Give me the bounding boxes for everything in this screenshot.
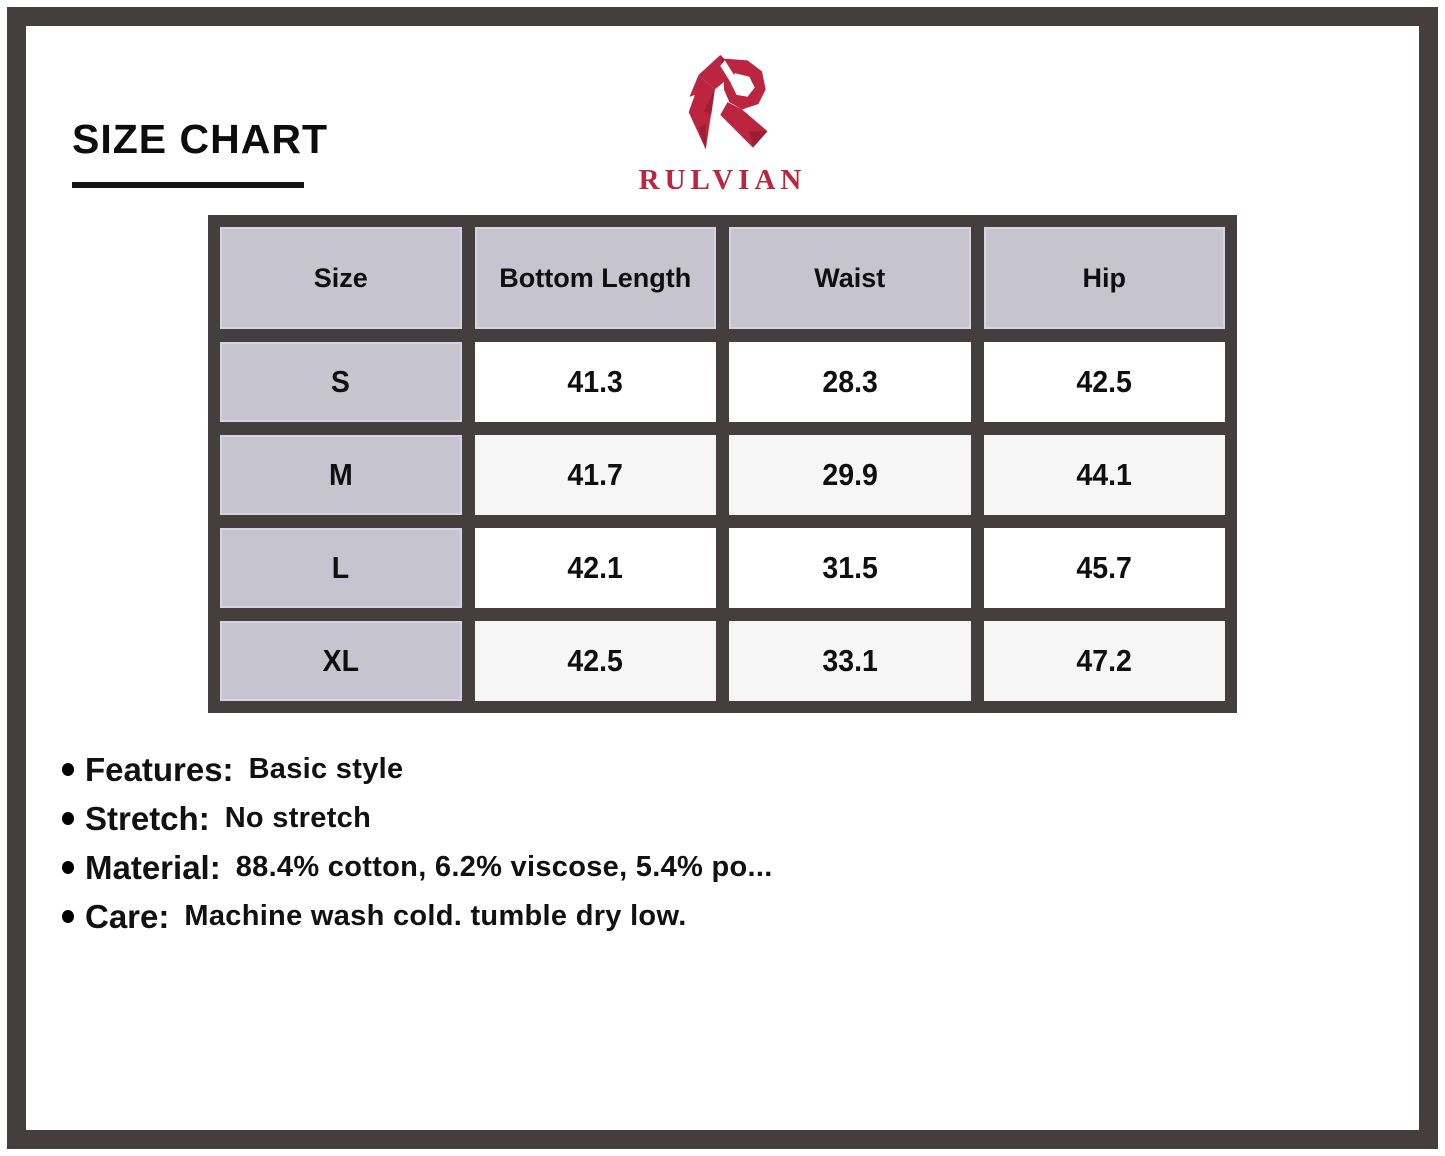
detail-item-features: Features: Basic style bbox=[62, 750, 1212, 788]
title-underline bbox=[72, 182, 304, 188]
table-cell-size: L bbox=[220, 528, 462, 608]
detail-value: No stretch bbox=[224, 802, 372, 834]
table-cell-waist: 28.3 bbox=[729, 342, 971, 422]
table-cell-size: M bbox=[220, 435, 462, 515]
size-table: Size Bottom Length Waist Hip S 41.3 28.3… bbox=[208, 215, 1237, 713]
detail-label: Care: bbox=[85, 897, 170, 935]
brand-wordmark: RULVIAN bbox=[638, 164, 807, 196]
product-details: Features: Basic style Stretch: No stretc… bbox=[62, 750, 1212, 948]
bullet-icon bbox=[62, 763, 74, 776]
bullet-icon bbox=[62, 812, 74, 825]
table-cell-bottom-length: 42.5 bbox=[474, 621, 716, 701]
bullet-icon bbox=[62, 861, 74, 874]
table-cell-hip: 44.1 bbox=[983, 435, 1225, 515]
table-header-waist: Waist bbox=[729, 227, 971, 329]
brand-logo: RULVIAN bbox=[615, 48, 830, 197]
bullet-icon bbox=[62, 910, 74, 923]
brand-r-mark-icon bbox=[679, 54, 767, 150]
detail-label: Material: bbox=[85, 848, 221, 886]
table-cell-waist: 29.9 bbox=[729, 435, 971, 515]
table-header-size: Size bbox=[220, 227, 462, 329]
detail-value: Machine wash cold. tumble dry low. bbox=[184, 900, 687, 932]
detail-item-stretch: Stretch: No stretch bbox=[62, 799, 1212, 837]
table-cell-hip: 45.7 bbox=[983, 528, 1225, 608]
detail-value: Basic style bbox=[248, 753, 404, 785]
table-cell-hip: 47.2 bbox=[983, 621, 1225, 701]
page-title: SIZE CHART bbox=[72, 116, 328, 162]
detail-label: Features: bbox=[85, 750, 234, 788]
detail-value: 88.4% cotton, 6.2% viscose, 5.4% po... bbox=[235, 851, 773, 883]
table-cell-hip: 42.5 bbox=[983, 342, 1225, 422]
table-cell-size: S bbox=[220, 342, 462, 422]
detail-item-material: Material: 88.4% cotton, 6.2% viscose, 5.… bbox=[62, 848, 1212, 886]
table-cell-bottom-length: 41.3 bbox=[474, 342, 716, 422]
detail-label: Stretch: bbox=[85, 799, 210, 837]
detail-item-care: Care: Machine wash cold. tumble dry low. bbox=[62, 897, 1212, 935]
table-cell-bottom-length: 42.1 bbox=[474, 528, 716, 608]
table-header-hip: Hip bbox=[983, 227, 1225, 329]
table-cell-bottom-length: 41.7 bbox=[474, 435, 716, 515]
table-cell-waist: 31.5 bbox=[729, 528, 971, 608]
table-header-bottom-length: Bottom Length bbox=[474, 227, 716, 329]
table-cell-size: XL bbox=[220, 621, 462, 701]
table-cell-waist: 33.1 bbox=[729, 621, 971, 701]
